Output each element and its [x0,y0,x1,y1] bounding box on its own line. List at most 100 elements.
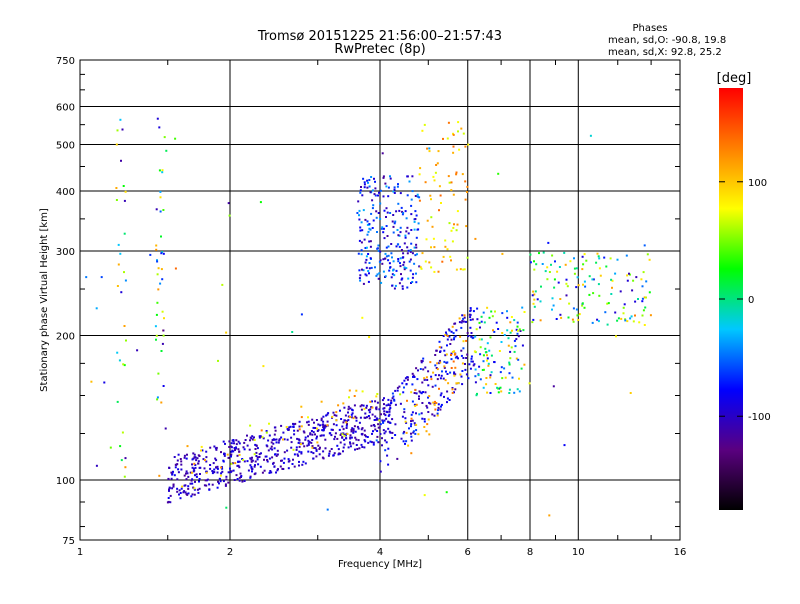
data-point [271,448,274,451]
data-point [452,151,455,154]
data-point [183,454,186,457]
data-point [533,293,536,296]
data-point [428,433,431,436]
data-point [477,374,480,377]
data-point [157,288,160,291]
data-point [572,307,575,310]
data-point [236,454,239,457]
data-point [231,462,234,465]
data-point [371,199,374,202]
data-point [451,350,454,353]
data-point [176,463,179,466]
data-point [251,435,254,438]
data-point [533,298,536,301]
data-point [452,145,455,148]
data-point [351,427,354,430]
data-point [506,316,509,319]
data-point [391,284,394,287]
data-point [149,253,152,256]
data-point [191,493,194,496]
data-point [556,270,559,273]
data-point [275,471,277,474]
data-point [254,448,257,450]
data-point [349,441,351,444]
data-point [235,443,238,446]
data-point [193,453,196,456]
data-point [178,489,181,492]
data-point [354,430,357,433]
data-point [450,338,453,341]
data-point [453,350,456,353]
data-point [423,420,426,423]
data-point [322,423,325,426]
data-point [354,436,357,439]
data-point [371,400,373,403]
data-point [460,127,463,130]
data-point [517,335,520,338]
data-point [227,481,230,484]
data-point [376,273,379,276]
data-point [436,378,439,381]
data-point [176,478,179,481]
data-point [292,448,295,451]
data-point [283,451,286,454]
data-point [116,351,119,354]
colorbar-label: [deg] [717,71,752,86]
data-point [605,265,608,268]
data-point [365,246,368,249]
data-point [263,469,266,472]
x-tick-label: 1 [77,547,83,558]
data-point [259,465,262,468]
data-point [408,180,411,183]
data-point [616,319,619,322]
data-point [286,449,289,452]
data-point [629,392,632,394]
data-point [212,462,215,465]
data-point [456,210,459,213]
data-point [297,438,300,441]
data-point [443,366,446,369]
data-point [312,452,315,455]
x-tick-label: 4 [377,547,383,558]
data-point [394,434,397,436]
data-point [251,459,254,462]
data-point [431,385,434,388]
data-point [379,460,382,463]
data-point [186,493,189,496]
data-point [304,436,307,439]
data-point [270,471,273,474]
data-point [438,374,440,377]
data-point [383,412,386,415]
data-point [183,456,186,459]
data-point [390,401,393,404]
data-point [251,468,254,471]
data-point [403,261,406,264]
data-point [274,453,276,456]
data-point [309,432,312,435]
data-point [522,329,525,332]
data-point [369,240,372,243]
data-point [368,185,371,188]
data-point [397,183,399,186]
data-point [411,190,414,193]
data-point [392,214,395,216]
chart-title: Tromsø 20151225 21:56:00–21:57:43 [257,29,502,44]
data-point [413,246,416,249]
data-point [263,458,265,461]
data-point [174,466,177,469]
data-point [529,261,532,264]
data-point [357,252,360,255]
data-point [469,326,472,329]
data-point [397,260,400,263]
data-point [393,287,396,290]
data-point [238,453,241,456]
data-point [405,267,408,270]
data-point [553,286,556,289]
data-point [374,187,377,190]
data-point [384,257,387,260]
data-point [457,357,459,360]
data-point [497,391,500,394]
data-point [322,434,325,437]
data-point [438,362,441,365]
data-point [409,269,412,272]
